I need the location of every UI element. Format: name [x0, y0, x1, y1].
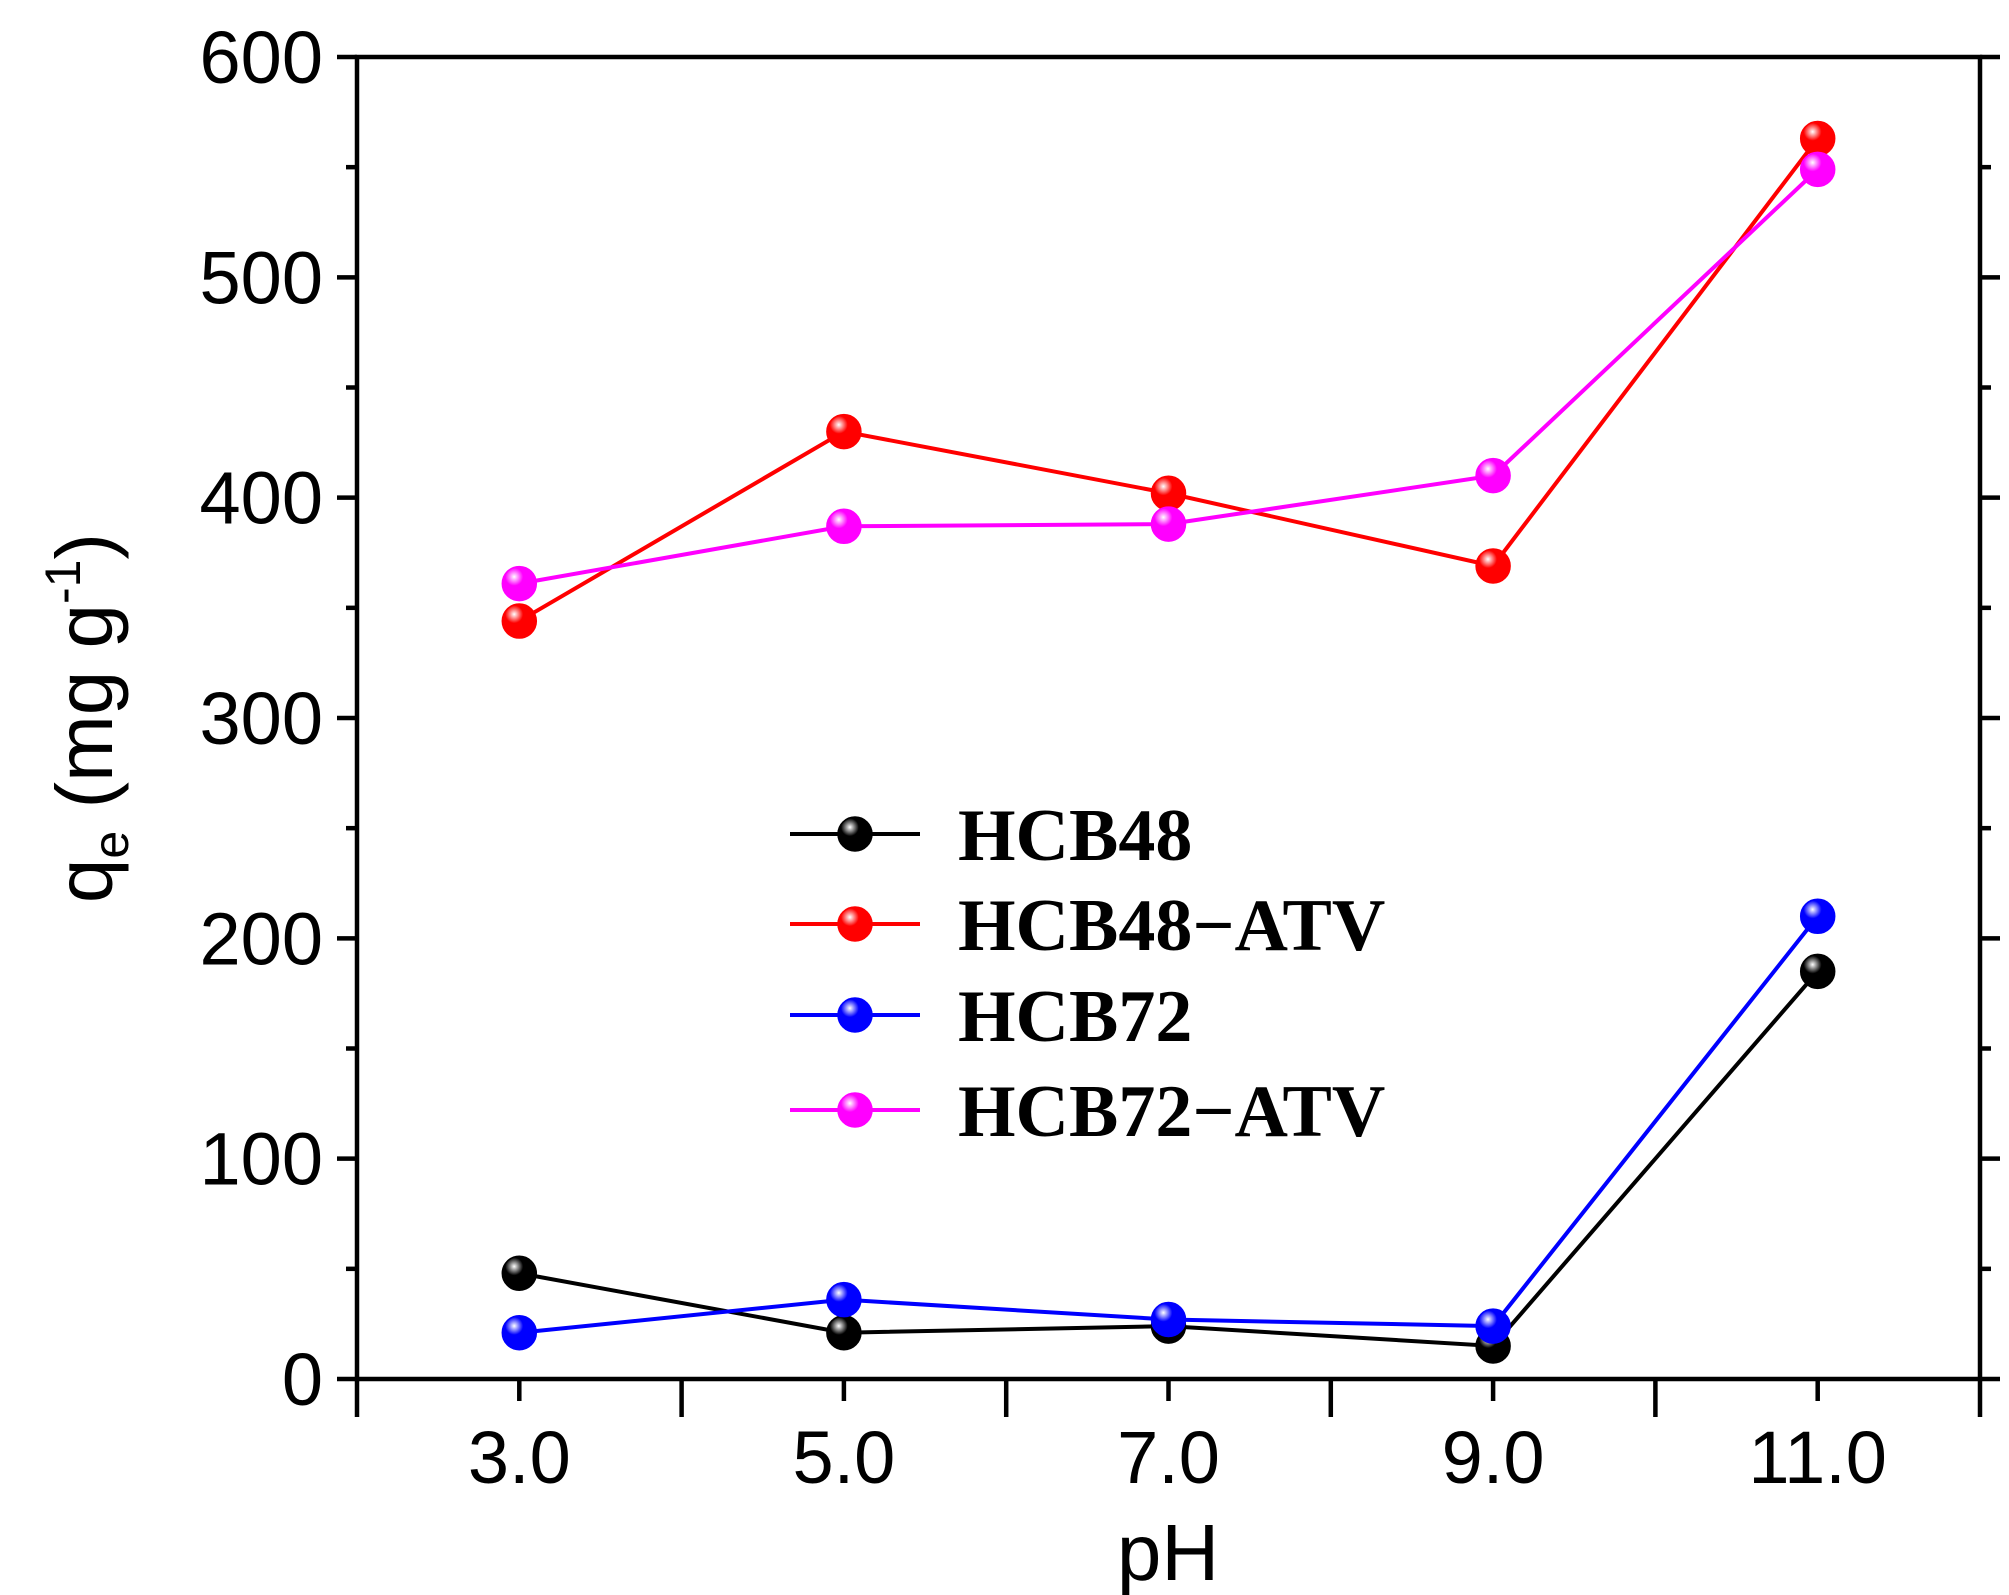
data-point: [1475, 1308, 1511, 1344]
y-axis-title: qe (mg g-1): [35, 533, 139, 903]
data-point: [1475, 548, 1511, 584]
legend-marker: [837, 906, 873, 942]
y-axis-title-main: q: [40, 859, 129, 904]
x-tick-label: 5.0: [792, 1416, 895, 1499]
y-axis-title-units: (mg g: [40, 604, 129, 831]
x-tick-label: 9.0: [1442, 1416, 1545, 1499]
legend-label: HCB72−ATV: [958, 1071, 1385, 1153]
data-point: [501, 603, 538, 639]
x-axis: 3.0 5.0 7.0 9.0 11.0: [354, 1379, 1983, 1499]
series-hcb48-atv: [501, 120, 1836, 639]
legend-marker: [837, 816, 873, 852]
y-axis-title-sup: -1: [35, 560, 91, 604]
data-point: [1799, 898, 1836, 935]
data-point: [1799, 151, 1836, 188]
legend-label: HCB48−ATV: [958, 885, 1385, 967]
data-point: [1150, 1301, 1187, 1338]
y-tick-label: 300: [200, 677, 323, 760]
plot-frame: [354, 54, 1983, 1382]
x-tick-label: 3.0: [468, 1416, 571, 1499]
series-layer: [501, 120, 1836, 1364]
data-point: [1150, 506, 1187, 542]
y-axis-title-close: ): [40, 533, 129, 560]
legend-label: HCB72: [958, 976, 1192, 1058]
x-tick-label: 7.0: [1117, 1416, 1220, 1499]
data-point: [1150, 475, 1187, 512]
y-tick-label: 400: [200, 457, 323, 540]
data-point: [826, 508, 862, 545]
legend-item: HCB72: [790, 976, 1192, 1058]
series-hcb72-atv: [501, 151, 1836, 602]
data-point: [826, 413, 862, 450]
legend-item: HCB48−ATV: [790, 885, 1385, 967]
data-point: [501, 1255, 538, 1291]
legend-marker: [837, 1092, 873, 1128]
y-tick-label: 0: [282, 1338, 323, 1421]
data-point: [501, 565, 538, 602]
legend-item: HCB72−ATV: [790, 1071, 1385, 1153]
data-point: [1799, 120, 1836, 157]
y-tick-label: 600: [200, 16, 323, 99]
axes: [354, 54, 1983, 1382]
data-point: [501, 1314, 538, 1351]
data-point: [826, 1281, 862, 1318]
data-point: [826, 1314, 862, 1351]
y-tick-label: 100: [200, 1118, 323, 1201]
series-hcb72: [501, 898, 1836, 1351]
data-point: [1799, 953, 1836, 990]
x-axis-title: pH: [1117, 1508, 1219, 1595]
legend-label: HCB48: [958, 795, 1192, 877]
data-point: [1475, 457, 1511, 494]
legend-item: HCB48: [790, 795, 1192, 877]
y-tick-label: 500: [200, 236, 323, 319]
y-axis: 0 100 200 300 400 500 600: [200, 16, 2000, 1421]
legend-marker: [837, 997, 873, 1033]
x-tick-label: 11.0: [1748, 1416, 1887, 1499]
y-axis-title-sub: e: [83, 831, 139, 859]
y-tick-label: 200: [200, 897, 323, 980]
